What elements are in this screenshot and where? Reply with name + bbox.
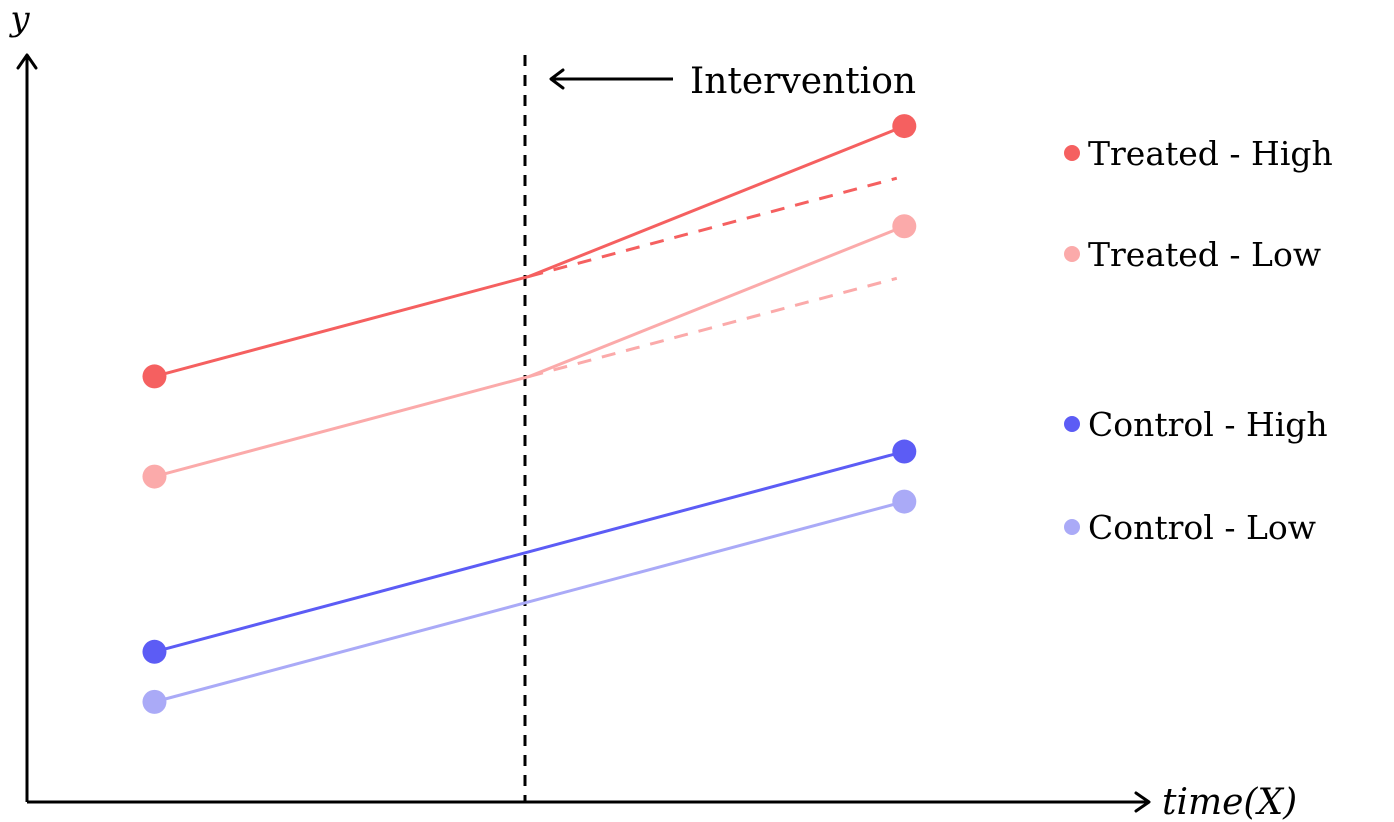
counterfactual-line-treated-high [529, 176, 898, 278]
data-point-treated-high-2 [892, 114, 917, 139]
series-treated-high [142, 114, 917, 389]
series-line-treated-low [154, 224, 905, 479]
intervention-label: Intervention [690, 61, 916, 102]
legend-marker-control-high [1064, 416, 1080, 432]
legend: Treated - High Treated - Low Control - Hig… [1064, 134, 1333, 547]
data-point-control-low-0 [142, 689, 167, 714]
legend-label-control-low: Control - Low [1088, 508, 1316, 547]
legend-label-control-high: Control - High [1088, 405, 1328, 444]
data-point-treated-low-2 [892, 214, 917, 239]
data-point-control-high-2 [892, 439, 917, 464]
legend-marker-control-low [1064, 519, 1080, 535]
legend-item-treated-high: Treated - High [1064, 134, 1333, 173]
data-point-control-low-2 [892, 489, 917, 514]
intervention-arrowhead [549, 68, 565, 90]
legend-item-treated-low: Treated - Low [1064, 235, 1321, 274]
data-point-control-high-0 [142, 639, 167, 664]
legend-marker-treated-high [1064, 145, 1080, 161]
series-control-high [142, 439, 917, 664]
x-axis-label: time(X) [1162, 782, 1297, 822]
y-axis-label: y [8, 0, 30, 39]
intervention-marker: Intervention [523, 55, 916, 802]
series-line-treated-high [154, 124, 905, 378]
counterfactual-line-treated-low [529, 276, 898, 378]
series-treated-low [142, 214, 917, 489]
series-line-control-low [154, 500, 905, 704]
axes: y time(X) [8, 0, 1297, 822]
data-point-treated-high-0 [142, 364, 167, 389]
series-line-control-high [154, 450, 905, 654]
series-control-low [142, 489, 917, 714]
y-axis-arrowhead [16, 53, 38, 70]
legend-label-treated-low: Treated - Low [1088, 235, 1321, 274]
legend-label-treated-high: Treated - High [1088, 134, 1333, 173]
legend-item-control-low: Control - Low [1064, 508, 1316, 547]
data-point-treated-low-0 [142, 464, 167, 489]
legend-item-control-high: Control - High [1064, 405, 1328, 444]
series-layer [142, 114, 917, 714]
x-axis-arrowhead [1134, 791, 1151, 813]
legend-marker-treated-low [1064, 246, 1080, 262]
